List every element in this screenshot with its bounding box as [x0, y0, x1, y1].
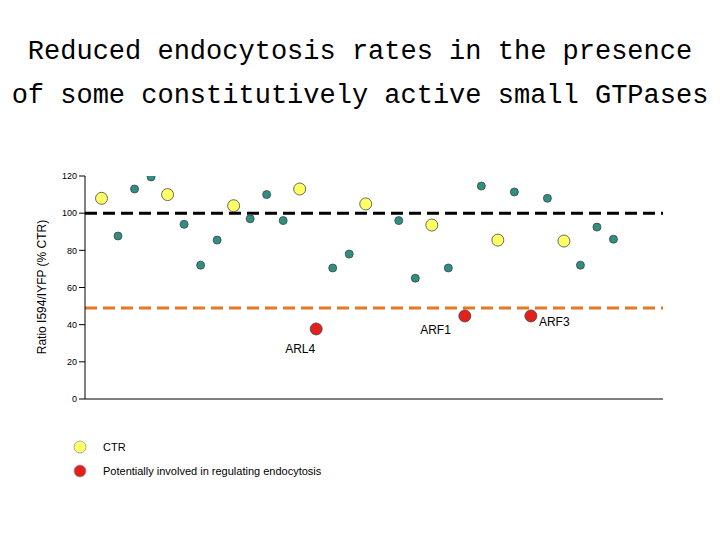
svg-text:60: 60	[67, 283, 77, 293]
svg-text:ARF1: ARF1	[420, 323, 451, 337]
svg-text:40: 40	[67, 320, 77, 330]
svg-text:80: 80	[67, 246, 77, 256]
svg-text:120: 120	[62, 171, 77, 181]
svg-text:CTR: CTR	[103, 441, 126, 453]
svg-text:ARL4: ARL4	[285, 342, 315, 356]
svg-text:20: 20	[67, 357, 77, 367]
html-text:Reduced endocytosis rates in t: Reduced endocytosis rates in the presenc…	[27, 37, 693, 67]
svg-text:Ratio I594/IYFP (% CTR): Ratio I594/IYFP (% CTR)	[35, 220, 49, 354]
svg-text:ARF3: ARF3	[539, 315, 570, 329]
svg-text:Potentially involved in regula: Potentially involved in regulating endoc…	[103, 465, 322, 477]
html-text:of some constitutively active: of some constitutively active small GTPa…	[11, 81, 709, 111]
svg-text:0: 0	[72, 394, 77, 404]
svg-text:100: 100	[62, 208, 77, 218]
